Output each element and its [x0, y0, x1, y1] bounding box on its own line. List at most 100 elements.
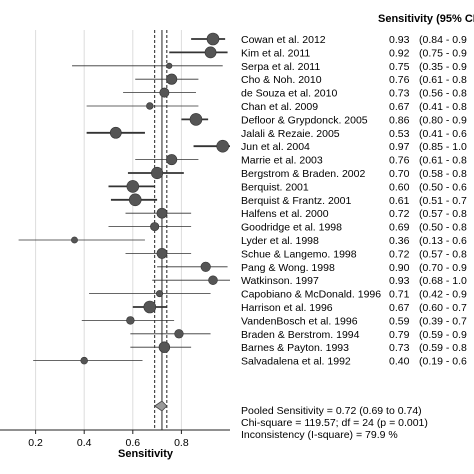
study-estimate: 0.36 [389, 235, 410, 247]
study-name: Berquist. 2001 [241, 181, 309, 193]
study-point [150, 222, 160, 232]
study-estimate: 0.76 [389, 74, 410, 86]
study-row: Berquist & Frantz. 2001 0.61 (0.51 - 0.7 [110, 193, 467, 207]
study-row: Berquist. 2001 0.60 (0.50 - 0.6 [108, 180, 467, 193]
study-name: Bergstrom & Braden. 2002 [241, 168, 365, 180]
study-estimate: 0.72 [389, 208, 410, 220]
study-row: Jalali & Rezaie. 2005 0.53 (0.41 - 0.6 [86, 126, 467, 140]
study-estimate: 0.67 [389, 302, 410, 314]
study-ci-text: (0.50 - 0.8 [419, 222, 467, 234]
study-name: Barnes & Payton. 1993 [241, 342, 349, 354]
grid-lines [35, 30, 182, 430]
study-name: Salvadalena et al. 1992 [241, 356, 351, 368]
x-axis: 0.2 0.4 0.6 0.8 [0, 429, 230, 449]
study-estimate: 0.73 [389, 342, 410, 354]
summary-line: Pooled Sensitivity = 0.72 (0.69 to 0.74) [241, 405, 422, 417]
study-point [156, 290, 164, 298]
study-point [146, 102, 154, 110]
study-estimate: 0.59 [389, 315, 410, 327]
study-row: Serpa et al. 2011 0.75 (0.35 - 0.9 [72, 61, 467, 73]
study-ci-text: (0.13 - 0.6 [419, 235, 467, 247]
study-estimate: 0.53 [389, 128, 410, 140]
study-name: Halfens et al. 2000 [241, 208, 329, 220]
x-tick-label: 0.8 [174, 437, 189, 449]
study-ci-text: (0.58 - 0.8 [419, 168, 467, 180]
study-point [126, 180, 140, 193]
study-ci-text: (0.56 - 0.8 [419, 88, 467, 100]
study-name: Marrie et al. 2003 [241, 155, 323, 167]
study-row: Braden & Berstrom. 1994 0.79 (0.59 - 0.9 [130, 329, 467, 341]
study-ci-text: (0.50 - 0.6 [419, 181, 467, 193]
study-name: Lyder et al. 1998 [241, 235, 319, 247]
study-ci-text: (0.41 - 0.8 [419, 101, 467, 113]
study-name: Jalali & Rezaie. 2005 [241, 128, 340, 140]
study-estimate: 0.79 [389, 329, 410, 341]
study-row: Cowan et al. 2012 0.93 (0.84 - 0.9 [191, 32, 467, 46]
study-estimate: 0.93 [389, 275, 410, 287]
study-ci-text: (0.60 - 0.7 [419, 302, 467, 314]
study-ci-text: (0.61 - 0.8 [419, 155, 467, 167]
study-estimate: 0.60 [389, 181, 410, 193]
study-row: Pang & Wong. 1998 0.90 (0.70 - 0.9 [157, 261, 467, 274]
study-estimate: 0.92 [389, 47, 410, 59]
study-ci-text: (0.84 - 0.9 [419, 34, 467, 46]
study-row: Jun et al. 2004 0.97 (0.85 - 1.0 [193, 139, 467, 153]
study-name: Jun et al. 2004 [241, 141, 310, 153]
study-point [151, 166, 164, 180]
study-row: Defloor & Grypdonck. 2005 0.86 (0.80 - 0.9 [181, 113, 467, 126]
study-point [189, 113, 203, 126]
study-row: Watkinson. 1997 0.93 (0.68 - 1.0 [152, 275, 467, 287]
study-ci-text: (0.59 - 0.9 [419, 329, 467, 341]
study-name: Berquist & Frantz. 2001 [241, 195, 351, 207]
study-point [174, 329, 184, 339]
study-name: Harrison et al. 1996 [241, 302, 333, 314]
study-ci-text: (0.57 - 0.8 [419, 248, 467, 260]
study-ci-text: (0.75 - 0.9 [419, 47, 467, 59]
study-ci-text: (0.85 - 1.0 [419, 141, 467, 153]
study-point [208, 275, 218, 285]
x-tick-label: 0.4 [77, 437, 92, 449]
study-name: Kim et al. 2011 [241, 47, 310, 59]
study-name: Cho & Noh. 2010 [241, 74, 322, 86]
study-name: Pang & Wong. 1998 [241, 262, 335, 274]
study-estimate: 0.72 [389, 248, 410, 260]
study-point [159, 87, 170, 98]
x-tick-label: 0.2 [28, 437, 43, 449]
study-estimate: 0.93 [389, 34, 410, 46]
study-estimate: 0.90 [389, 262, 410, 274]
x-axis-title: Sensitivity [118, 448, 174, 460]
study-row: Bergstrom & Braden. 2002 0.70 (0.58 - 0.8 [127, 166, 467, 180]
study-ci-text: (0.80 - 0.9 [419, 114, 467, 126]
study-ci-text: (0.39 - 0.7 [419, 315, 467, 327]
study-point [216, 139, 230, 153]
study-point [80, 356, 88, 365]
study-point [156, 248, 168, 259]
study-row: Chan et al. 2009 0.67 (0.41 - 0.8 [86, 101, 467, 113]
x-tick-label: 0.6 [125, 437, 140, 449]
summary-line: Inconsistency (I-square) = 79.9 % [241, 429, 398, 441]
study-name: Serpa et al. 2011 [241, 61, 320, 73]
study-estimate: 0.73 [389, 88, 410, 100]
study-ci-text: (0.51 - 0.7 [419, 195, 467, 207]
study-name: Cowan et al. 2012 [241, 34, 326, 46]
study-estimate: 0.40 [389, 356, 410, 368]
study-ci-text: (0.42 - 0.9 [419, 289, 467, 301]
study-ci-text: (0.19 - 0.6 [419, 356, 467, 368]
study-row: Kim et al. 2011 0.92 (0.75 - 0.9 [169, 46, 467, 59]
study-row: Capobiano & McDonald. 1996 0.71 (0.42 - 0.… [89, 289, 467, 301]
study-name: Schue & Langemo. 1998 [241, 248, 357, 260]
study-row: Goodridge et al. 1998 0.69 (0.50 - 0.8 [108, 222, 467, 234]
study-row: Harrison et al. 1996 0.67 (0.60 - 0.7 [132, 300, 467, 314]
study-row: Halfens et al. 2000 0.72 (0.57 - 0.8 [125, 207, 467, 220]
study-name: Defloor & Grypdonck. 2005 [241, 114, 368, 126]
study-name: de Souza et al. 2010 [241, 88, 337, 100]
study-estimate: 0.71 [389, 289, 410, 301]
study-point [206, 32, 220, 46]
study-row: Lyder et al. 1998 0.36 (0.13 - 0.6 [18, 235, 467, 247]
study-estimate: 0.69 [389, 222, 410, 234]
study-estimate: 0.67 [389, 101, 410, 113]
study-point [109, 126, 122, 139]
study-ci-text: (0.57 - 0.8 [419, 208, 467, 220]
